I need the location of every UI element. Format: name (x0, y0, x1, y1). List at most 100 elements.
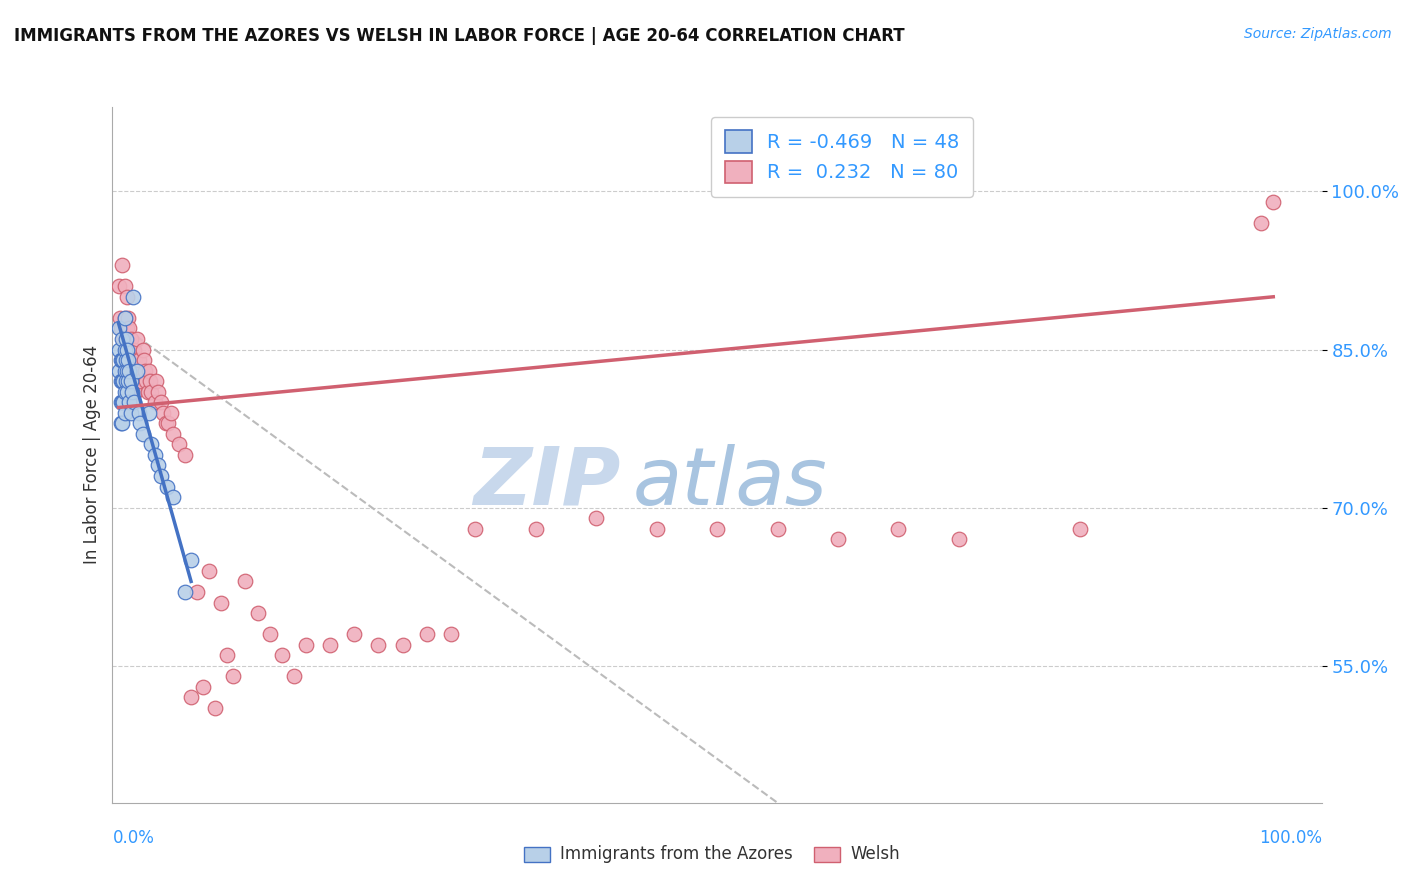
Point (112, 353, 135, 368)
Point (162, 426, 184, 441)
Point (128, 353, 150, 368)
Point (157, 417, 180, 431)
Point (827, 533, 849, 547)
Point (129, 374, 152, 388)
Point (706, 522, 728, 536)
Point (143, 395, 166, 409)
Point (159, 406, 181, 420)
Point (120, 374, 142, 388)
Legend: R = -0.469   N = 48, R =  0.232   N = 80: R = -0.469 N = 48, R = 0.232 N = 80 (711, 117, 973, 196)
Point (125, 363, 148, 377)
Point (124, 353, 146, 368)
Point (114, 374, 136, 388)
Point (114, 343, 136, 357)
Point (1069, 522, 1091, 536)
Point (122, 395, 145, 409)
Point (117, 353, 139, 368)
Point (122, 343, 145, 357)
Point (117, 374, 139, 388)
Point (120, 332, 142, 346)
Point (114, 310, 136, 325)
Point (121, 384, 143, 399)
Point (155, 417, 177, 431)
Point (107, 363, 129, 377)
Point (156, 479, 179, 493)
Point (115, 343, 138, 357)
Point (391, 638, 413, 652)
Point (115, 290, 138, 304)
Point (132, 426, 155, 441)
Point (121, 384, 143, 399)
Point (118, 363, 141, 377)
Text: IMMIGRANTS FROM THE AZORES VS WELSH IN LABOR FORCE | AGE 20-64 CORRELATION CHART: IMMIGRANTS FROM THE AZORES VS WELSH IN L… (14, 27, 904, 45)
Point (186, 585, 208, 599)
Point (204, 701, 226, 715)
Point (139, 374, 162, 388)
Point (180, 690, 202, 705)
Point (524, 522, 547, 536)
Text: 100.0%: 100.0% (1258, 830, 1322, 847)
Point (111, 374, 134, 388)
Point (1250, 216, 1272, 230)
Point (138, 406, 160, 420)
Point (148, 384, 170, 399)
Point (283, 669, 305, 683)
Text: atlas: atlas (633, 443, 827, 522)
Point (114, 332, 136, 346)
Point (235, 574, 257, 589)
Point (209, 595, 232, 609)
Point (198, 564, 221, 578)
Point (440, 627, 463, 641)
Point (149, 469, 172, 483)
Point (118, 321, 141, 335)
Point (115, 363, 138, 377)
Point (118, 395, 141, 409)
Point (162, 490, 184, 504)
Point (416, 627, 439, 641)
Point (343, 627, 366, 641)
Point (115, 384, 138, 399)
Text: Source: ZipAtlas.com: Source: ZipAtlas.com (1244, 27, 1392, 41)
Point (114, 353, 136, 368)
Point (174, 448, 197, 462)
Point (259, 627, 281, 641)
Point (246, 606, 269, 620)
Point (135, 374, 157, 388)
FancyBboxPatch shape (523, 847, 550, 862)
Point (110, 395, 132, 409)
Point (114, 279, 136, 293)
Point (132, 353, 155, 368)
Point (114, 363, 136, 377)
Point (111, 258, 134, 272)
Point (191, 680, 214, 694)
Point (111, 395, 134, 409)
Point (132, 343, 155, 357)
Point (152, 406, 174, 420)
Point (112, 374, 135, 388)
Text: ZIP: ZIP (472, 443, 620, 522)
Point (118, 363, 141, 377)
Point (143, 448, 166, 462)
Point (145, 374, 167, 388)
Point (129, 417, 152, 431)
Point (117, 343, 139, 357)
Point (367, 638, 389, 652)
Point (120, 406, 142, 420)
Text: 0.0%: 0.0% (112, 830, 155, 847)
Point (117, 310, 139, 325)
Point (136, 384, 159, 399)
Point (645, 522, 668, 536)
Point (115, 321, 138, 335)
Point (122, 353, 145, 368)
Point (114, 310, 136, 325)
Point (121, 343, 143, 357)
Point (111, 353, 134, 368)
Text: Immigrants from the Azores: Immigrants from the Azores (560, 845, 793, 863)
Point (114, 332, 136, 346)
Point (174, 585, 197, 599)
Point (128, 406, 150, 420)
Point (766, 522, 789, 536)
Point (217, 648, 239, 663)
FancyBboxPatch shape (814, 847, 841, 862)
Point (107, 321, 129, 335)
